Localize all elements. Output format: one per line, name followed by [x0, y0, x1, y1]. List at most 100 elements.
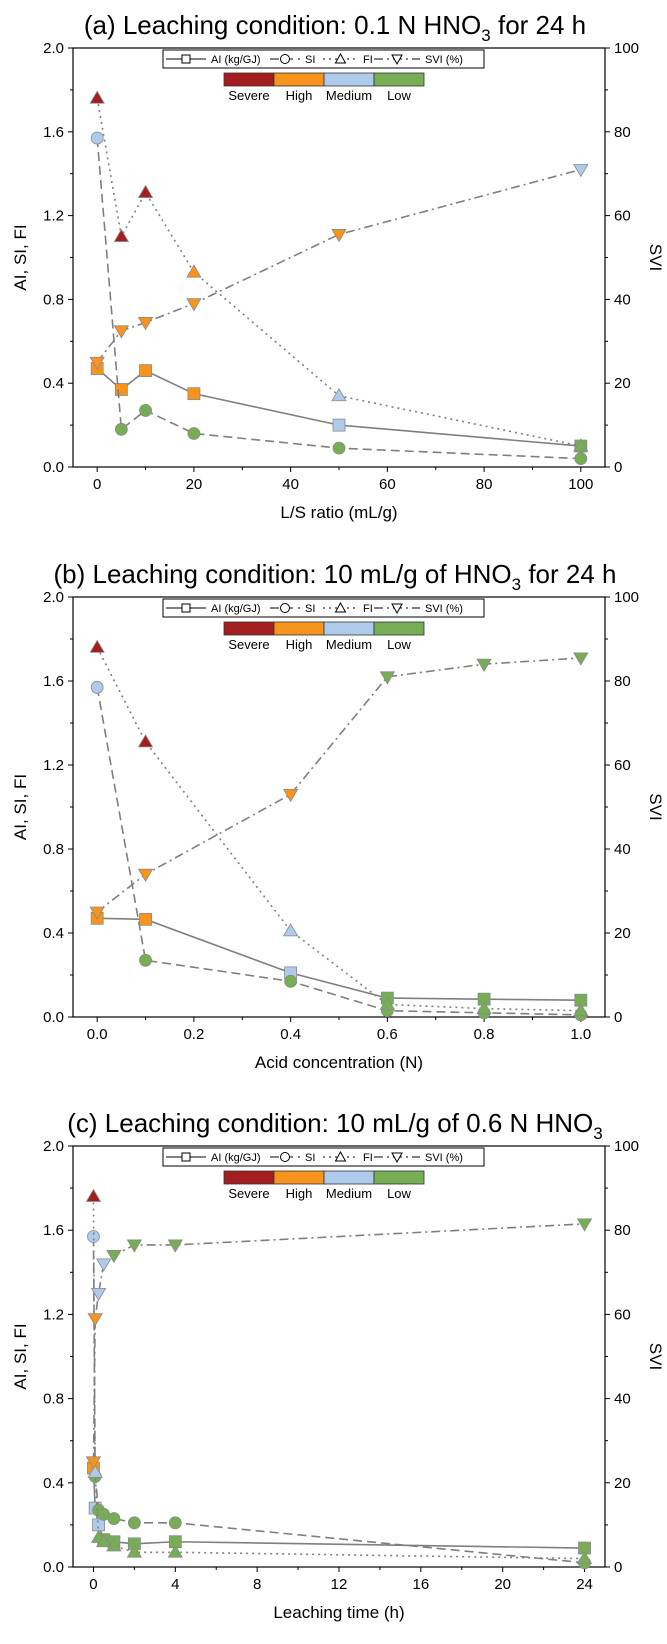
- severity-label-3: Low: [387, 88, 411, 103]
- legend-label-2: FI: [363, 1152, 373, 1164]
- chart-title-subscript: 3: [593, 1124, 602, 1143]
- data-point-s2-5: [573, 1002, 589, 1017]
- severity-swatch-3: [373, 1170, 425, 1185]
- series-line-0: [96, 367, 581, 447]
- data-point-s1-2: [139, 404, 152, 417]
- x-axis-label: Leaching time (h): [273, 1603, 404, 1622]
- y-right-tick-label: 20: [614, 925, 631, 942]
- data-point-s2-2: [282, 923, 299, 937]
- legend-label-0: AI (kg/GJ): [211, 54, 261, 66]
- y-right-axis-label: SVI: [646, 1343, 665, 1370]
- y-left-tick-label: 1.6: [43, 673, 64, 690]
- data-point-s3-5: [573, 164, 589, 178]
- data-point-s1-5: [127, 1516, 141, 1530]
- severity-label-0: Severe: [228, 1186, 269, 1201]
- chart-title-subscript: 3: [481, 26, 490, 45]
- data-point-s3-5: [573, 652, 589, 666]
- data-point-s0-3: [187, 387, 201, 401]
- data-point-s3-1: [137, 868, 154, 882]
- severity-swatch-3: [373, 72, 425, 87]
- series-line-1: [92, 1236, 585, 1564]
- data-point-s3-4: [476, 658, 492, 672]
- y-left-tick-label: 1.6: [43, 124, 64, 141]
- data-point-s2-2: [137, 184, 154, 198]
- series-line-2: [92, 1196, 585, 1560]
- severity-swatch-0: [223, 72, 275, 87]
- data-point-s1-4: [107, 1512, 121, 1525]
- data-point-s0-1: [139, 912, 152, 926]
- y-left-tick-label: 1.2: [43, 208, 64, 225]
- y-left-tick-label: 0.8: [43, 1391, 64, 1408]
- y-right-tick-label: 100: [614, 40, 639, 57]
- data-point-s3-4: [331, 229, 347, 243]
- data-point-s1-0: [87, 1230, 100, 1243]
- y-left-tick-label: 2.0: [43, 40, 64, 57]
- data-point-s3-3: [379, 671, 396, 685]
- data-point-s2-5: [126, 1544, 143, 1558]
- y-right-tick-label: 0: [614, 1559, 622, 1576]
- x-tick-label: 40: [282, 476, 299, 493]
- severity-swatch-1: [273, 1170, 325, 1185]
- data-point-s2-0: [85, 1188, 102, 1202]
- severity-label-1: High: [286, 88, 313, 103]
- x-tick-label: 24: [576, 1576, 593, 1593]
- legend-marker-circle: [280, 603, 290, 613]
- legend-label-3: SVI (%): [425, 603, 463, 615]
- y-left-tick-label: 0.4: [43, 375, 64, 392]
- y-right-axis-label: SVI: [646, 244, 665, 271]
- chart-panel-b: (b) Leaching condition: 10 mL/g of HNO3 …: [11, 559, 665, 1072]
- data-point-s3-0: [89, 906, 105, 920]
- data-point-s2-3: [186, 264, 202, 278]
- legend-marker-circle: [280, 1152, 290, 1162]
- severity-legend: Severe High Medium Low: [223, 1170, 425, 1201]
- data-point-s1-5: [574, 452, 588, 466]
- x-tick-label: 1.0: [570, 1026, 591, 1043]
- chart-title: (c) Leaching condition: 10 mL/g of 0.6 N…: [67, 1108, 603, 1143]
- severity-swatch-0: [223, 621, 275, 636]
- data-point-s1-0: [90, 131, 104, 145]
- data-point-s1-2: [284, 974, 298, 988]
- y-left-axis-label: AI, SI, FI: [11, 1323, 30, 1389]
- severity-label-0: Severe: [228, 637, 269, 652]
- y-right-tick-label: 60: [614, 1306, 631, 1323]
- series-line-3: [92, 1223, 585, 1462]
- y-left-tick-label: 0.4: [43, 925, 64, 942]
- x-tick-label: 20: [186, 476, 203, 493]
- severity-label-2: Medium: [326, 1186, 372, 1201]
- data-point-s2-0: [89, 90, 105, 104]
- severity-swatch-2: [323, 1170, 375, 1185]
- severity-label-0: Severe: [228, 88, 269, 103]
- x-tick-label: 0: [89, 1576, 97, 1593]
- legend-marker-square: [181, 1152, 191, 1162]
- series-line-0: [92, 1468, 585, 1549]
- legend-marker-triangle-up: [334, 52, 347, 64]
- y-left-axis-label: AI, SI, FI: [11, 774, 30, 840]
- x-tick-label: 4: [171, 1576, 179, 1593]
- severity-label-1: High: [286, 1186, 313, 1201]
- legend-label-1: SI: [305, 1152, 315, 1164]
- y-right-tick-label: 100: [614, 589, 639, 606]
- severity-label-2: Medium: [326, 88, 372, 103]
- series-line-2: [96, 647, 581, 1012]
- y-right-tick-label: 40: [614, 1391, 631, 1408]
- data-point-s3-0: [89, 356, 105, 371]
- data-point-s2-5: [573, 438, 589, 452]
- y-left-tick-label: 0.4: [43, 1475, 64, 1492]
- x-tick-label: 0: [93, 476, 101, 493]
- series-line-3: [96, 657, 581, 913]
- chart-title-subscript: 3: [512, 575, 521, 594]
- y-right-tick-label: 40: [614, 291, 631, 308]
- data-point-s3-0: [85, 1456, 102, 1470]
- y-right-tick-label: 20: [614, 1475, 631, 1492]
- severity-label-2: Medium: [326, 637, 372, 652]
- data-point-s2-1: [137, 734, 154, 748]
- data-point-s3-3: [186, 298, 202, 312]
- data-point-s3-2: [137, 317, 154, 331]
- x-tick-label: 100: [568, 476, 593, 493]
- y-right-tick-label: 0: [614, 1009, 622, 1026]
- data-point-s0-2: [139, 364, 152, 378]
- x-tick-label: 60: [379, 476, 396, 493]
- series-legend: AI (kg/GJ) SI FI SVI (%): [162, 49, 485, 69]
- severity-legend: Severe High Medium Low: [223, 72, 425, 103]
